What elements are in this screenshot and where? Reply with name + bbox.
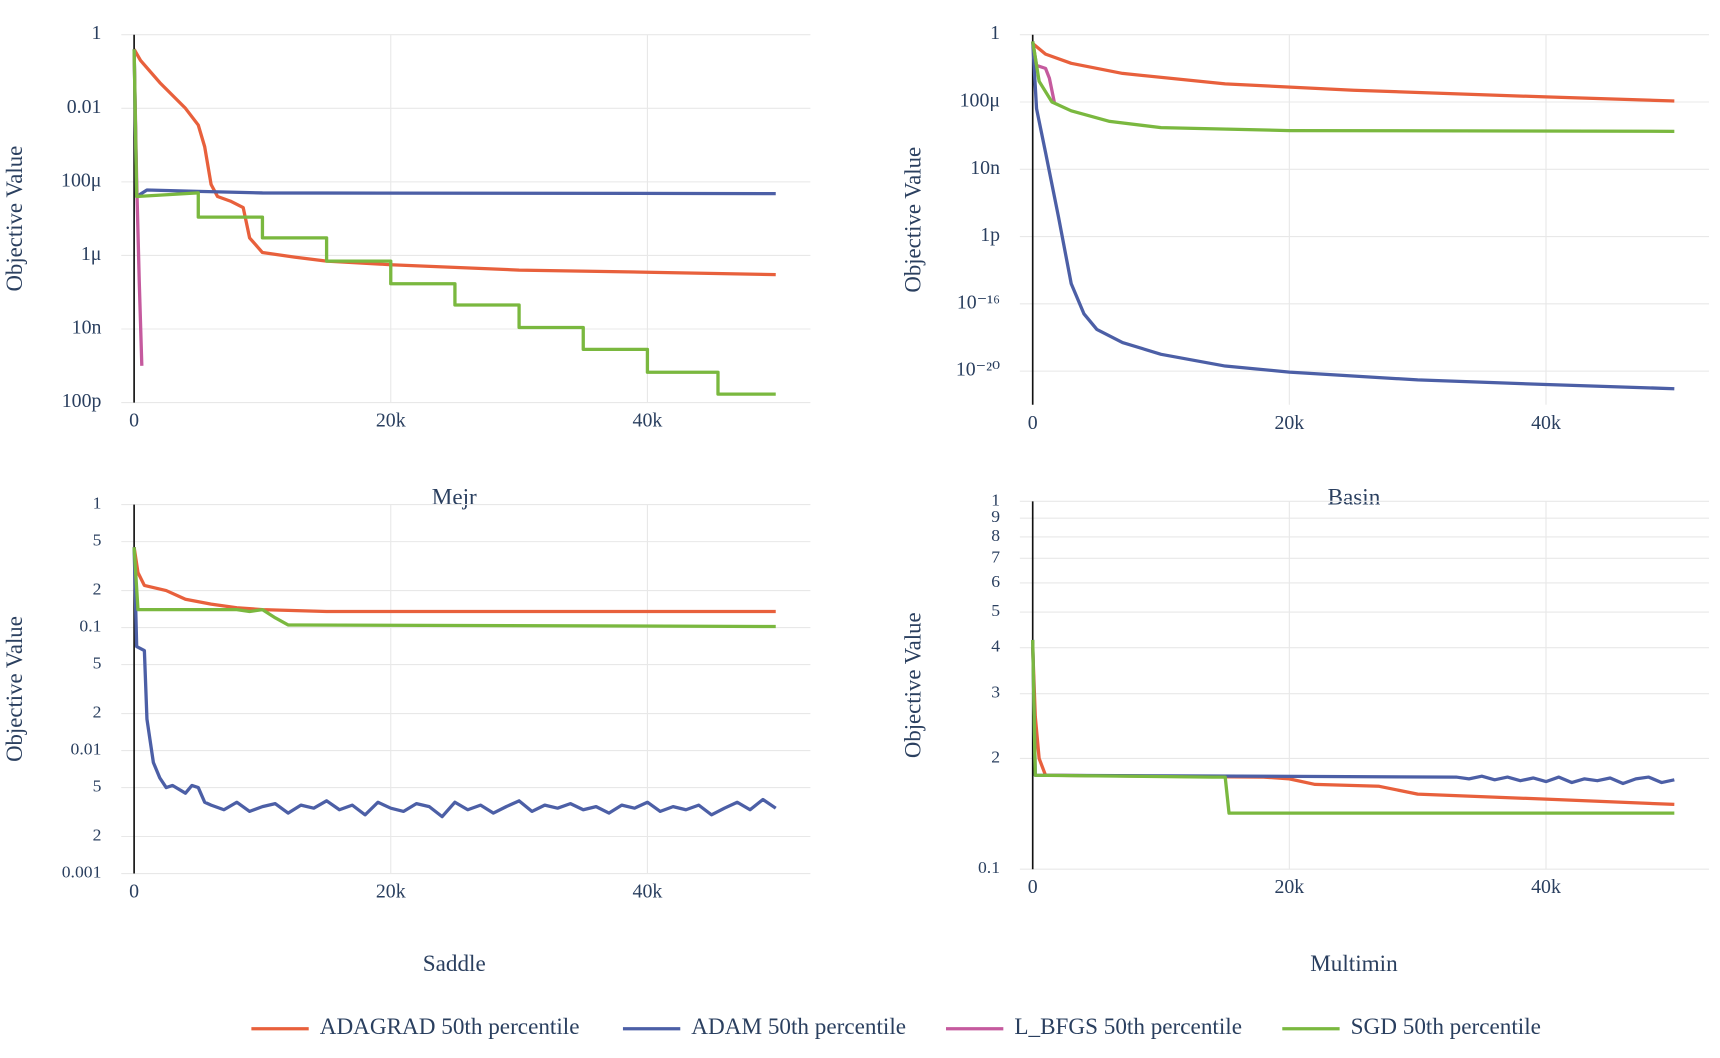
x-tick-label: 40k [1531,412,1561,434]
y-tick-label: 10n [970,157,1000,179]
subplot-title: Multimin [1310,951,1398,976]
y-tick-label: 2 [93,579,102,599]
y-tick-label: 100μ [61,169,101,191]
y-tick-label: 6 [991,571,1000,591]
series-line: ADAM 50th percentile [132,49,776,199]
y-tick-label: 10n [72,317,102,339]
x-tick-label: 20k [376,410,406,432]
y-tick-label: 0.01 [67,96,102,118]
legend-label: ADAGRAD 50th percentile [320,1014,580,1039]
series-line: ADAM 50th percentile [1031,639,1675,786]
y-tick-label: 100μ [960,90,1000,112]
series-line: ADAGRAD 50th percentile [132,48,776,277]
subplot-title: Saddle [423,951,486,976]
x-tick-label: 20k [376,881,406,903]
x-tick-label: 40k [633,410,663,432]
y-tick-label: 5 [93,776,102,796]
x-tick-label: 0 [1028,876,1038,898]
subplot-title: Basin [1328,485,1381,510]
series-line: ADAGRAD 50th percentile [132,546,776,614]
y-axis-title: Objective Value [900,147,925,293]
x-tick-label: 20k [1274,876,1304,898]
series-line: SGD 50th percentile [1031,639,1675,815]
y-tick-label: 100p [62,390,102,412]
y-tick-label: 4 [991,636,1000,656]
x-tick-label: 0 [129,881,139,903]
legend-label: ADAM 50th percentile [691,1014,906,1039]
series-line: ADAGRAD 50th percentile [1031,647,1675,807]
y-tick-label: 2 [93,702,102,722]
series-line: ADAGRAD 50th percentile [1031,42,1675,103]
y-axis-title: Objective Value [2,616,27,762]
series-line: ADAM 50th percentile [1031,41,1675,391]
y-tick-label: 2 [93,825,102,845]
series-line: ADAM 50th percentile [132,547,777,819]
y-tick-label: 0.01 [71,739,102,759]
series-line: SGD 50th percentile [132,49,776,396]
y-tick-label: 2 [991,747,1000,767]
x-tick-label: 0 [129,410,139,432]
y-tick-label: 7 [991,546,1000,566]
y-tick-label: 5 [93,653,102,673]
y-tick-label: 1p [980,224,1000,246]
y-tick-label: 5 [991,600,1000,620]
subplot-title: Mejr [432,485,477,510]
y-tick-label: 1μ [81,243,102,265]
x-tick-label: 0 [1028,412,1038,434]
series-line: SGD 50th percentile [1031,41,1675,133]
series-line: SGD 50th percentile [132,547,776,629]
y-tick-label: 10⁻²⁰ [956,359,1000,381]
y-tick-label: 1 [92,22,102,44]
y-tick-label: 0.1 [79,616,101,636]
legend-label: L_BFGS 50th percentile [1014,1014,1242,1039]
y-tick-label: 0.1 [978,857,1000,877]
y-axis-title: Objective Value [900,612,925,758]
y-tick-label: 1 [990,22,1000,44]
y-tick-label: 1 [991,489,1000,509]
y-tick-label: 9 [991,506,1000,526]
x-tick-label: 20k [1274,412,1304,434]
x-tick-label: 40k [1531,876,1561,898]
y-tick-label: 5 [93,530,102,550]
y-axis-title: Objective Value [2,146,27,292]
x-tick-label: 40k [633,881,663,903]
y-tick-label: 0.001 [62,862,102,882]
y-tick-label: 1 [93,493,102,513]
y-tick-label: 8 [991,525,1000,545]
legend-label: SGD 50th percentile [1351,1014,1541,1039]
y-tick-label: 10⁻¹⁶ [957,291,1000,313]
y-tick-label: 3 [991,682,1000,702]
